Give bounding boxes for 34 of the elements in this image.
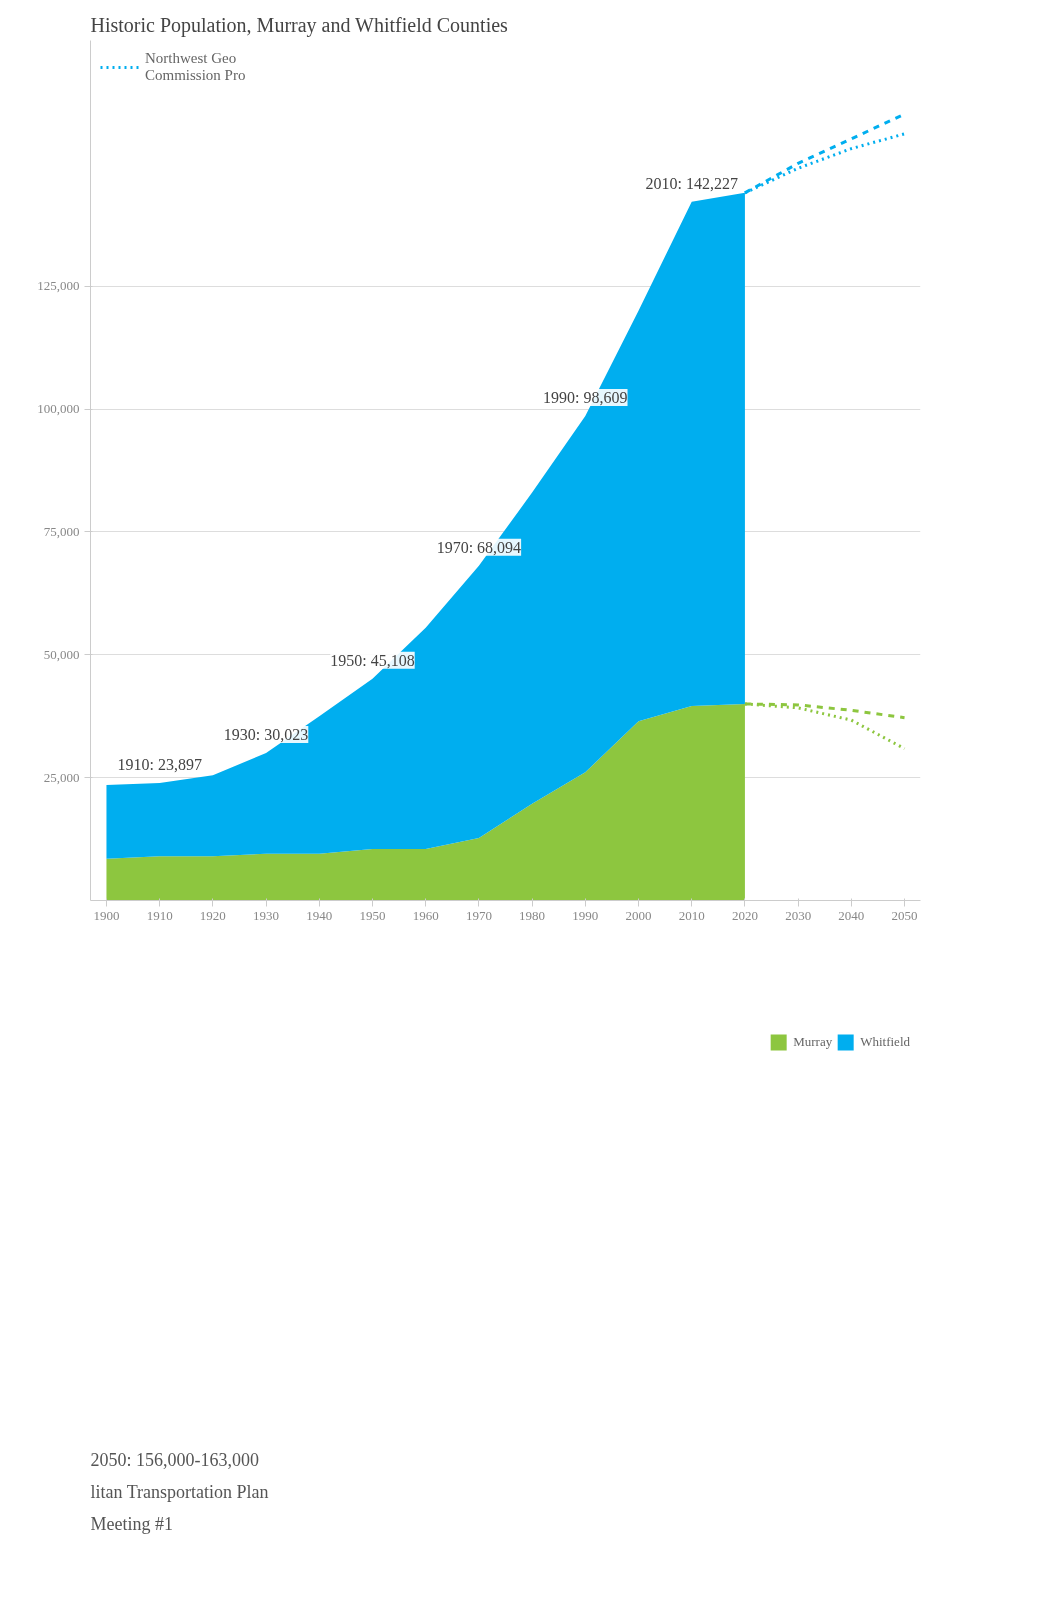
- annotation: 2010: 142,227: [645, 174, 738, 192]
- y-tick-label: 50,000: [43, 646, 80, 662]
- annotation: 1950: 45,108: [330, 651, 415, 669]
- y-tick-label: 25,000: [43, 769, 80, 785]
- x-tick-label: 2010: [678, 907, 705, 923]
- y-tick-label: 100,000: [37, 401, 80, 417]
- legend-label: Northwest Geo Commission Pro: [145, 50, 246, 84]
- annotation: 1970: 68,094: [436, 538, 522, 556]
- text: Meeting #1: [90, 1513, 173, 1534]
- chart-title: Historic Population, Murray and Whitfield Counties: [90, 13, 509, 37]
- annotation: 1910: 23,897: [117, 756, 202, 774]
- x-tick-label: 1950: [359, 907, 386, 923]
- x-tick-label: 2040: [838, 907, 865, 923]
- annotation: 1990: 98,609: [543, 388, 628, 406]
- x-tick-label: 1960: [412, 907, 439, 923]
- x-tick-label: 1900: [93, 907, 120, 923]
- x-tick-label: 1940: [306, 907, 333, 923]
- y-tick-label: 75,000: [43, 523, 80, 539]
- x-tick-label: 1930: [253, 907, 280, 923]
- x-tick-label: 1910: [146, 907, 173, 923]
- x-tick-label: 2050: [891, 907, 918, 923]
- x-tick-label: 1980: [519, 907, 546, 923]
- x-tick-label: 1990: [572, 907, 599, 923]
- legend-label: Whitfield: [860, 1034, 910, 1050]
- annotation: 1930: 30,023: [223, 725, 309, 743]
- y-tick-label: 125,000: [37, 278, 80, 294]
- text: 2050: 156,000-163,000: [90, 1449, 259, 1470]
- x-tick-label: 1920: [199, 907, 226, 923]
- x-tick-label: 2000: [625, 907, 652, 923]
- x-tick-label: 2020: [731, 907, 758, 923]
- legend-label: Murray: [793, 1034, 833, 1050]
- text: litan Transportation Plan: [90, 1481, 269, 1502]
- x-tick-label: 1970: [465, 907, 492, 923]
- x-tick-label: 2030: [785, 907, 812, 923]
